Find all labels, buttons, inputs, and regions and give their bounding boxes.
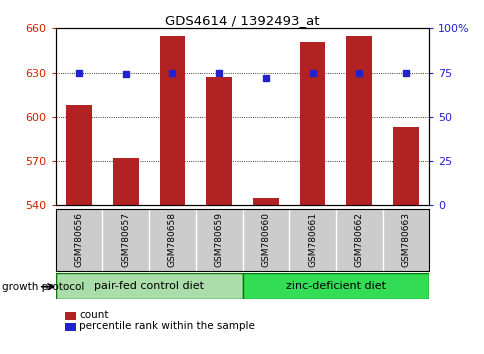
Bar <box>56 273 242 299</box>
Bar <box>253 198 278 205</box>
Bar <box>242 273 428 299</box>
Bar <box>346 36 371 205</box>
Text: GSM780657: GSM780657 <box>121 212 130 267</box>
Bar <box>159 36 185 205</box>
Text: percentile rank within the sample: percentile rank within the sample <box>79 321 255 331</box>
Bar <box>392 127 418 205</box>
Text: GSM780662: GSM780662 <box>354 212 363 267</box>
Title: GDS4614 / 1392493_at: GDS4614 / 1392493_at <box>165 14 319 27</box>
Text: GSM780658: GSM780658 <box>167 212 177 267</box>
Text: GSM780659: GSM780659 <box>214 212 223 267</box>
Bar <box>65 312 76 320</box>
Bar <box>113 158 138 205</box>
Text: GSM780661: GSM780661 <box>307 212 317 267</box>
Text: GSM780656: GSM780656 <box>75 212 83 267</box>
Bar <box>206 77 231 205</box>
Text: growth protocol: growth protocol <box>2 282 85 292</box>
Text: pair-fed control diet: pair-fed control diet <box>94 281 204 291</box>
Bar <box>66 105 92 205</box>
Text: GSM780660: GSM780660 <box>261 212 270 267</box>
Text: zinc-deficient diet: zinc-deficient diet <box>285 281 385 291</box>
Text: GSM780663: GSM780663 <box>401 212 409 267</box>
Bar <box>299 42 325 205</box>
Text: count: count <box>79 310 108 320</box>
Bar <box>65 323 76 331</box>
